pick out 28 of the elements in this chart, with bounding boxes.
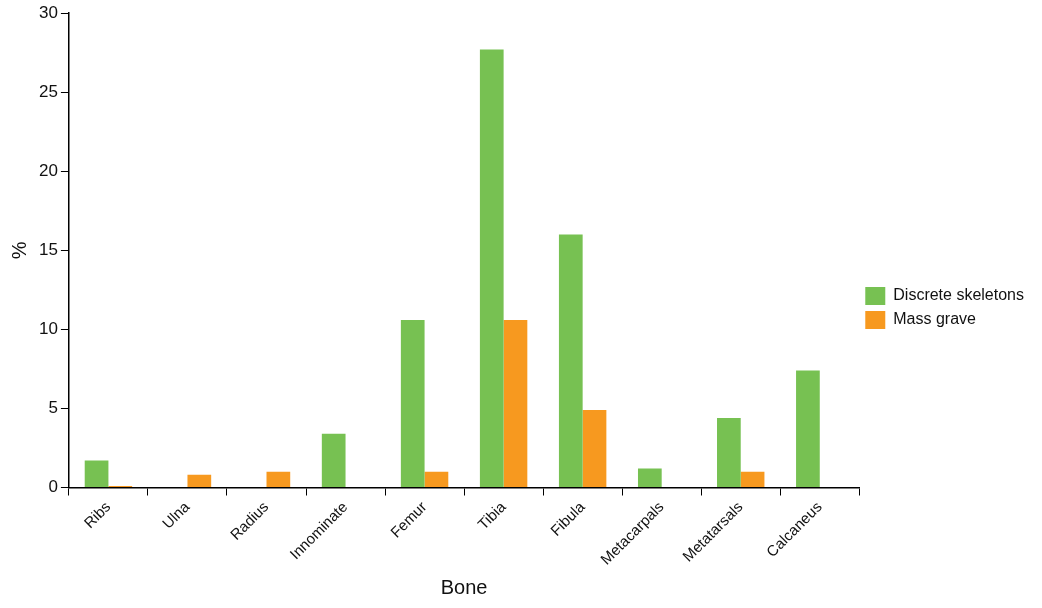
bar: [424, 471, 449, 487]
bar: [400, 319, 425, 487]
y-tick-label: 20: [38, 160, 58, 180]
bar: [740, 471, 765, 487]
legend-label: Mass grave: [893, 310, 977, 328]
bar: [582, 410, 607, 487]
y-tick-label: 30: [38, 2, 58, 22]
bar: [717, 417, 741, 487]
x-tick-label: Ribs: [80, 497, 114, 532]
bar: [321, 433, 346, 487]
bar: [479, 49, 504, 487]
x-tick-label: Tibia: [474, 497, 510, 533]
y-tick-label: 0: [48, 477, 58, 497]
legend-label: Discrete skeletons: [893, 286, 1024, 304]
y-axis-title: %: [7, 241, 30, 260]
bar: [266, 471, 291, 487]
x-tick-label: Ulna: [158, 497, 193, 532]
bar: [187, 474, 212, 487]
y-tick-label: 10: [38, 319, 58, 339]
y-tick-label: 5: [48, 398, 58, 418]
y-tick-label: 15: [38, 240, 58, 260]
bar: [84, 460, 109, 487]
bar: [558, 234, 583, 487]
bar: [637, 468, 662, 487]
bar: [503, 319, 528, 487]
x-axis-title: Bone: [440, 575, 488, 598]
bar: [796, 370, 820, 487]
y-tick-label: 25: [38, 81, 58, 101]
